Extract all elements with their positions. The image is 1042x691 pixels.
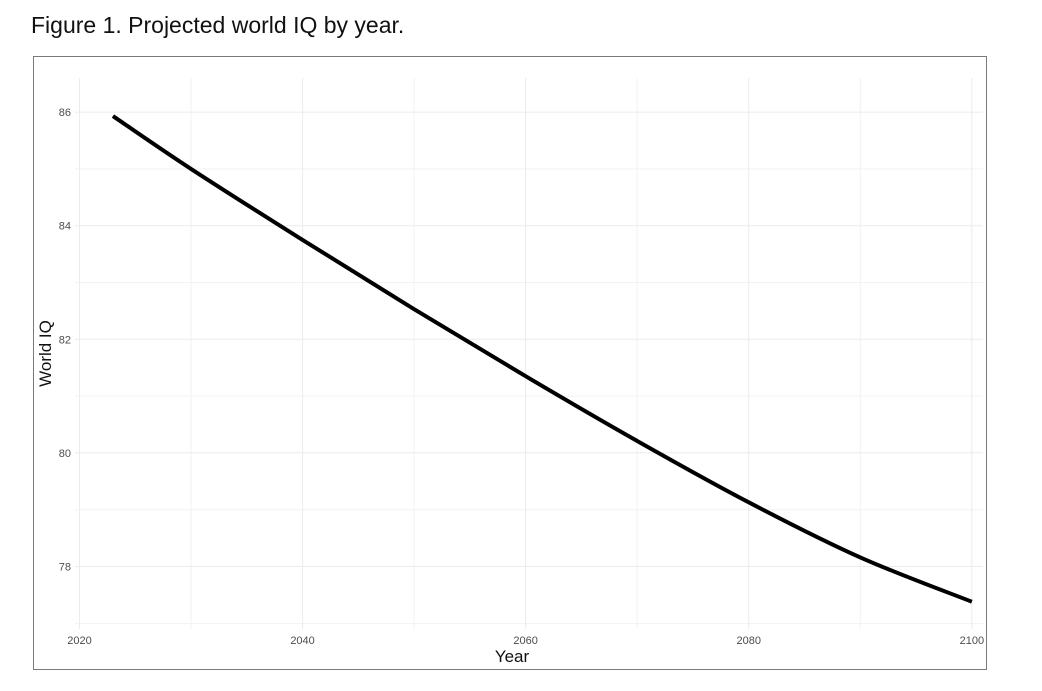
series-line-world-iq <box>111 114 973 604</box>
x-tick-label: 2060 <box>513 635 537 647</box>
x-tick-label: 2100 <box>960 635 984 647</box>
y-tick-labels: 78 80 82 84 86 <box>59 107 71 573</box>
major-gridlines <box>75 78 983 629</box>
y-tick-label: 86 <box>59 107 71 119</box>
y-axis-title: World IQ <box>36 320 55 387</box>
series-layer <box>111 114 973 604</box>
y-tick-label: 82 <box>59 334 71 346</box>
chart-frame <box>33 56 987 670</box>
y-tick-label: 78 <box>59 562 71 574</box>
y-tick-label: 84 <box>59 221 71 233</box>
minor-gridlines <box>75 78 983 629</box>
figure-caption: Figure 1. Projected world IQ by year. <box>31 12 405 38</box>
x-tick-label: 2040 <box>290 635 314 647</box>
y-tick-label: 80 <box>59 448 71 460</box>
x-tick-label: 2080 <box>737 635 761 647</box>
x-axis-title: Year <box>495 647 530 666</box>
x-tick-labels: 2020 2040 2060 2080 2100 <box>67 635 984 647</box>
x-tick-label: 2020 <box>67 635 91 647</box>
